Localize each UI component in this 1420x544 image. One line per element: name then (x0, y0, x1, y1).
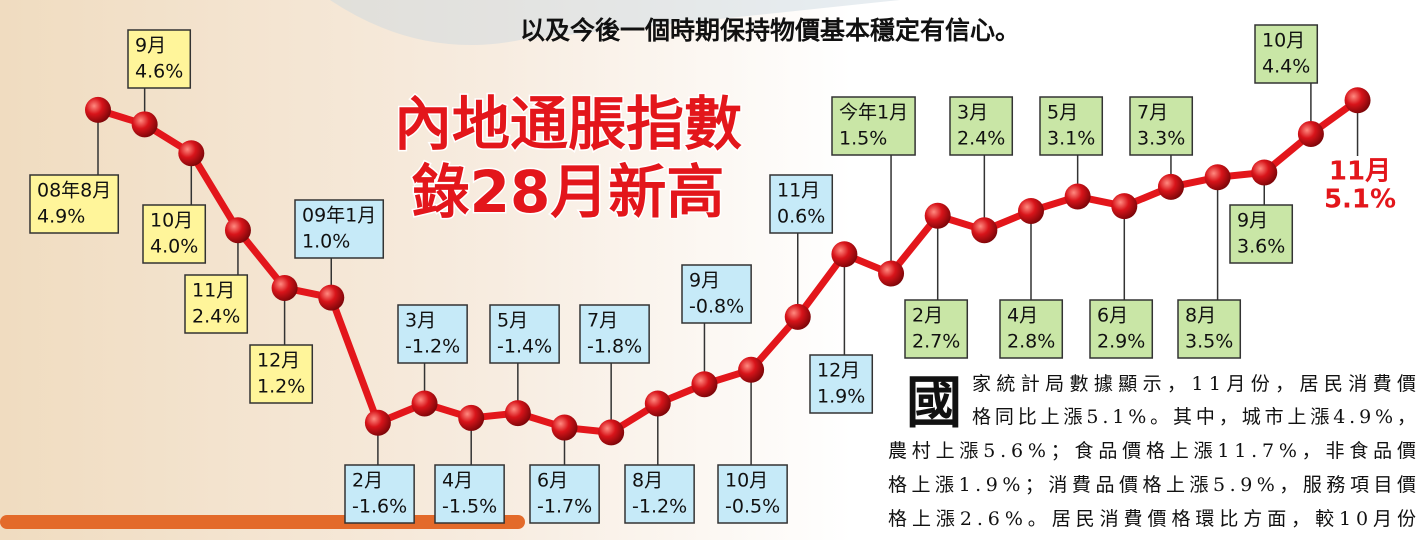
data-point (225, 217, 251, 243)
value-label: 4.6% (135, 61, 183, 83)
value-label: -0.8% (689, 296, 744, 318)
data-point (598, 419, 624, 445)
label-month: 4月 (1007, 305, 1038, 327)
label-month: 5月 (1047, 102, 1078, 124)
header-text: 以及今後一個時期保持物價基本穩定有信心。 (520, 16, 1020, 45)
label-month: 3月 (405, 310, 436, 332)
value-label: -1.7% (537, 496, 592, 518)
value-label: -1.8% (587, 336, 642, 358)
label-month: 5月 (497, 310, 528, 332)
label-month: 8月 (632, 470, 663, 492)
article-line: 農村上漲5.6%；食品價格上漲11.7%，非食品價 (888, 440, 1416, 462)
value-label: -0.5% (725, 496, 780, 518)
value-label: 1.5% (839, 128, 887, 150)
value-label: 3.3% (1137, 128, 1185, 150)
value-label: 2.4% (192, 306, 240, 328)
data-point (1065, 184, 1091, 210)
label-month: 9月 (1237, 210, 1268, 232)
data-point (1345, 87, 1371, 113)
data-point (1205, 164, 1231, 190)
chart-title: 內地通脹指數 (394, 90, 742, 158)
label-month: 今年1月 (839, 102, 908, 124)
label-month: 08年8月 (37, 180, 111, 202)
data-point (1018, 198, 1044, 224)
data-point (645, 390, 671, 416)
value-label: 4.9% (37, 206, 85, 228)
data-point (785, 304, 811, 330)
value-label: 1.9% (817, 386, 865, 408)
article-line: 家統計局數據顯示，11月份，居民消費價 (972, 373, 1416, 395)
data-point (505, 400, 531, 426)
label-month: 12月 (257, 350, 300, 372)
value-label: 2.9% (1097, 331, 1145, 353)
label-month: 8月 (1185, 305, 1216, 327)
value-label: 0.6% (777, 206, 825, 228)
data-point (132, 111, 158, 137)
label-month: 9月 (135, 35, 166, 57)
data-point (925, 203, 951, 229)
chart-title: 錄28月新高 (412, 158, 725, 226)
value-label: 4.4% (1262, 56, 1310, 78)
label-month: 7月 (587, 310, 618, 332)
label-month: 10月 (150, 210, 193, 232)
label-month: 6月 (537, 470, 568, 492)
label-month: 3月 (957, 102, 988, 124)
data-point (458, 405, 484, 431)
label-month: 09年1月 (302, 205, 376, 227)
data-point (1111, 193, 1137, 219)
label-month: 12月 (817, 360, 860, 382)
value-label: 3.1% (1047, 128, 1095, 150)
label-month: 2月 (352, 470, 383, 492)
data-point (831, 241, 857, 267)
label-month: 11月 (777, 180, 820, 202)
label-month: 11月 (1329, 157, 1391, 187)
data-point (412, 390, 438, 416)
label-month: 2月 (912, 305, 943, 327)
label-month: 4月 (442, 470, 473, 492)
value-label: -1.5% (442, 496, 497, 518)
value-label: 5.1% (1324, 185, 1396, 215)
data-point (878, 261, 904, 287)
drop-cap: 國 (906, 371, 962, 436)
label-month: 9月 (689, 270, 720, 292)
data-point (272, 275, 298, 301)
data-point (691, 371, 717, 397)
value-label: 3.6% (1237, 236, 1285, 258)
value-label: 2.4% (957, 128, 1005, 150)
data-point (318, 285, 344, 311)
data-point (85, 97, 111, 123)
label-month: 11月 (192, 280, 235, 302)
data-point (552, 415, 578, 441)
data-point (738, 357, 764, 383)
data-point (178, 140, 204, 166)
value-label: 2.8% (1007, 331, 1055, 353)
value-label: -1.2% (632, 496, 687, 518)
label-month: 10月 (725, 470, 768, 492)
value-label: 4.0% (150, 236, 198, 258)
label-month: 6月 (1097, 305, 1128, 327)
data-point (1251, 159, 1277, 185)
value-label: 1.0% (302, 231, 350, 253)
label-month: 10月 (1262, 30, 1305, 52)
data-point (1298, 121, 1324, 147)
data-point (365, 410, 391, 436)
data-point (1158, 174, 1184, 200)
value-label: 3.5% (1185, 331, 1233, 353)
chart: 以及今後一個時期保持物價基本穩定有信心。 內地通脹指數 錄28月新高 08年8月… (0, 0, 1420, 540)
value-label: -1.2% (405, 336, 460, 358)
value-label: 1.2% (257, 376, 305, 398)
article-line: 格上漲1.9%；消費品價格上漲5.9%，服務項目價 (888, 474, 1416, 496)
value-label: -1.6% (352, 496, 407, 518)
label-month: 7月 (1137, 102, 1168, 124)
value-label: -1.4% (497, 336, 552, 358)
value-label: 2.7% (912, 331, 960, 353)
data-point (971, 217, 997, 243)
page: 以及今後一個時期保持物價基本穩定有信心。 內地通脹指數 錄28月新高 08年8月… (0, 0, 1420, 544)
